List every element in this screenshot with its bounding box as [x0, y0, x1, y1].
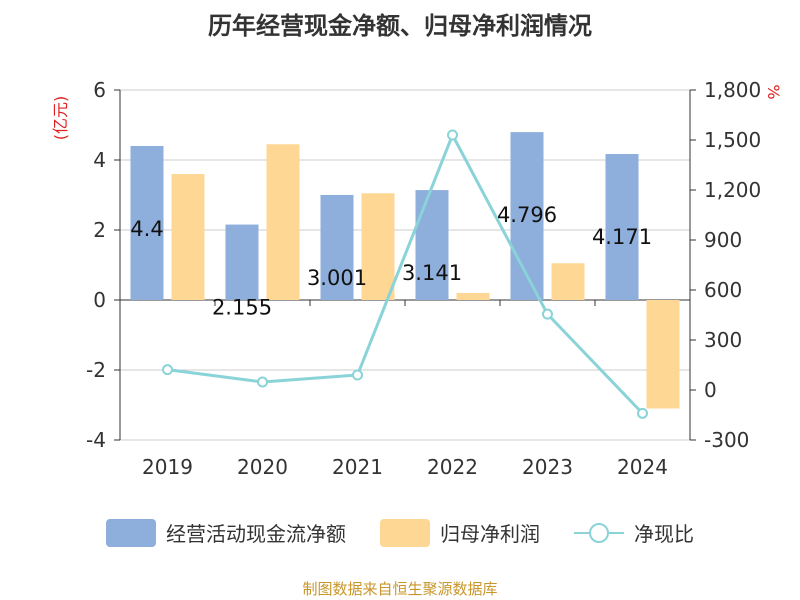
legend-label-cashflow: 经营活动现金流净额 — [166, 522, 346, 546]
bar-s1-2019 — [171, 174, 205, 300]
data-label-2022: 3.141 — [402, 261, 462, 285]
chart-title: 历年经营现金净额、归母净利润情况 — [208, 12, 592, 40]
y-right-tick-label-4: 600 — [704, 278, 742, 302]
y-left-tick-label-0: 6 — [93, 78, 106, 102]
bar-s0-2024 — [605, 154, 639, 300]
y-right-axis-unit: % — [764, 84, 783, 99]
bar-s0-2022 — [415, 190, 449, 300]
legend-label-ratio: 净现比 — [634, 522, 694, 546]
legend-swatch-netprofit — [380, 518, 430, 547]
data-label-2020: 2.155 — [212, 296, 272, 320]
legend-label-netprofit: 归母净利润 — [440, 522, 540, 546]
y-right-tick-label-2: 1,200 — [704, 178, 761, 202]
y-right-tick-label-0: 1,800 — [704, 78, 761, 102]
line-point-2021 — [352, 369, 363, 381]
bar-s0-2021 — [320, 194, 354, 300]
y-right-tick-label-1: 1,500 — [704, 128, 761, 152]
y-left-tick-label-3: 0 — [93, 288, 106, 312]
line-point-2019 — [162, 364, 173, 376]
legend: 经营活动现金流净额 归母净利润 净现比 — [0, 518, 800, 547]
y-right-tick-label-5: 300 — [704, 328, 742, 352]
data-source-note: 制图数据来自恒生聚源数据库 — [302, 580, 498, 598]
bar-s0-2020 — [225, 224, 259, 300]
line-point-2024 — [637, 407, 648, 419]
bar-s1-2023 — [551, 263, 585, 300]
x-tick-label-2022: 2022 — [427, 455, 478, 479]
x-tick-label-2023: 2023 — [522, 455, 573, 479]
x-tick-label-2019: 2019 — [142, 455, 193, 479]
y-left-tick-label-5: -4 — [86, 428, 106, 452]
y-left-tick-label-4: -2 — [86, 358, 106, 382]
legend-item-cashflow[interactable]: 经营活动现金流净额 — [106, 518, 346, 547]
y-right-tick-label-7: -300 — [704, 428, 749, 452]
x-tick-label-2021: 2021 — [332, 455, 383, 479]
y-right-tick-label-6: 0 — [704, 378, 717, 402]
bar-s1-2020 — [266, 144, 300, 300]
bar-s0-2019 — [130, 146, 164, 300]
y-left-tick-label-1: 4 — [93, 148, 106, 172]
data-label-2021: 3.001 — [307, 266, 367, 290]
data-label-2019: 4.4 — [130, 217, 163, 241]
y-left-axis-label: (亿元) — [51, 96, 70, 141]
x-tick-label-2024: 2024 — [617, 455, 668, 479]
line-ratio — [167, 131, 644, 415]
bar-s1-2021 — [361, 193, 395, 300]
line-point-2022 — [447, 129, 458, 141]
line-point-2023 — [542, 308, 553, 320]
bar-s1-2024 — [646, 300, 680, 409]
legend-swatch-ratio — [574, 519, 624, 547]
legend-swatch-cashflow — [106, 518, 156, 547]
x-tick-label-2020: 2020 — [237, 455, 288, 479]
bar-s0-2023 — [510, 132, 544, 300]
data-label-2024: 4.171 — [592, 225, 652, 249]
data-label-2023: 4.796 — [497, 203, 557, 227]
line-point-2020 — [257, 376, 268, 388]
bar-s1-2022 — [456, 293, 490, 300]
legend-item-ratio[interactable]: 净现比 — [574, 518, 694, 547]
legend-item-netprofit[interactable]: 归母净利润 — [380, 518, 540, 547]
y-left-tick-label-2: 2 — [93, 218, 106, 242]
y-right-tick-label-3: 900 — [704, 228, 742, 252]
